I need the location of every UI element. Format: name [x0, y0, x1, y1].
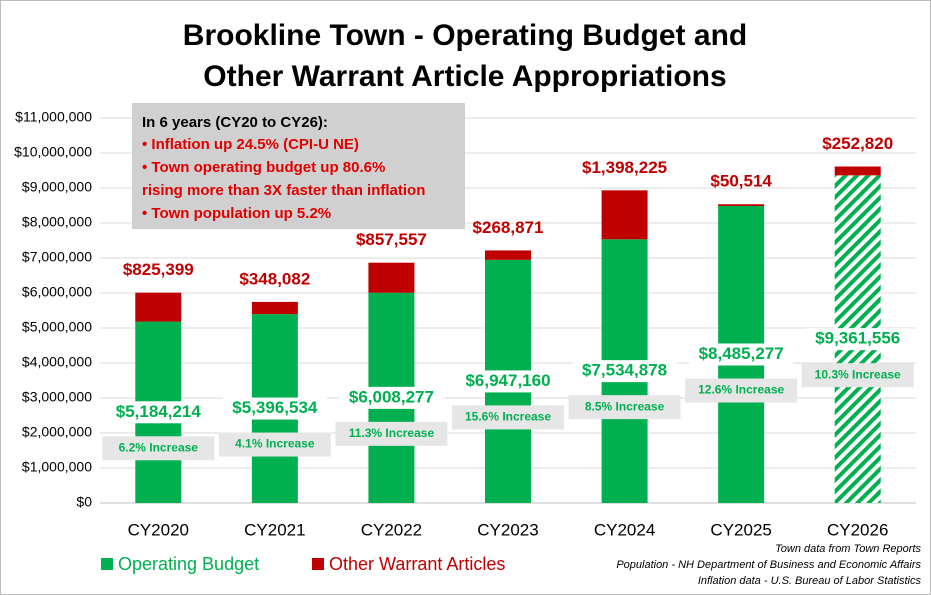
value-label: $825,399	[123, 260, 194, 279]
y-tick-label: $6,000,000	[22, 284, 92, 300]
legend-label: Other Warrant Articles	[329, 554, 505, 574]
value-label: $50,514	[710, 172, 772, 191]
legend-swatch	[312, 558, 324, 570]
increase-label: 15.6% Increase	[465, 410, 551, 424]
increase-bg	[568, 395, 681, 420]
x-tick-label: CY2023	[477, 520, 538, 539]
annotation-box	[132, 103, 465, 229]
source-note: Town data from Town Reports	[775, 543, 921, 555]
y-tick-label: $7,000,000	[22, 249, 92, 265]
increase-bg	[801, 363, 914, 388]
annotation-heading: In 6 years (CY20 to CY26):	[142, 114, 328, 131]
x-tick-label: CY2020	[128, 520, 189, 539]
source-note: Population - NH Department of Business a…	[616, 559, 921, 571]
label-bg	[456, 370, 560, 393]
increase-label: 4.1% Increase	[235, 437, 315, 451]
label-bg	[339, 386, 444, 409]
bar-segment	[135, 292, 182, 322]
x-tick-label: CY2024	[594, 520, 655, 539]
bar-segment	[718, 204, 765, 207]
x-tick-label: CY2021	[244, 520, 305, 539]
chart-title: Other Warrant Article Appropriations	[203, 60, 726, 93]
y-tick-label: $11,000,000	[15, 109, 92, 125]
bar-segment	[601, 190, 648, 240]
value-label: $857,557	[356, 230, 427, 249]
value-label: $6,008,277	[349, 387, 434, 406]
annotation-line: • Town operating budget up 80.6%	[142, 159, 385, 176]
x-tick-label: CY2022	[361, 520, 422, 539]
x-tick-label: CY2025	[710, 520, 771, 539]
label-bg	[106, 401, 211, 424]
value-label: $268,871	[473, 218, 544, 237]
value-label: $5,184,214	[116, 402, 202, 421]
y-tick-label: $5,000,000	[22, 319, 92, 335]
annotation-line: rising more than 3X faster than inflatio…	[142, 182, 425, 199]
increase-bg	[218, 432, 331, 457]
value-label: $7,534,878	[582, 361, 667, 380]
increase-bg	[102, 436, 215, 461]
bar-segment	[251, 301, 298, 315]
source-note: Inflation data - U.S. Bureau of Labor St…	[698, 575, 922, 587]
y-tick-label: $1,000,000	[22, 459, 92, 475]
y-tick-label: $3,000,000	[22, 389, 92, 405]
y-tick-label: $2,000,000	[22, 424, 92, 440]
value-label: $8,485,277	[699, 344, 784, 363]
increase-bg	[452, 405, 564, 430]
chart-title: Brookline Town - Operating Budget and	[183, 19, 747, 52]
y-tick-label: $8,000,000	[22, 214, 92, 230]
label-bg	[222, 397, 327, 420]
value-label: $252,820	[822, 134, 893, 153]
annotation-line: • Town population up 5.2%	[142, 205, 331, 222]
y-tick-label: $4,000,000	[22, 354, 92, 370]
increase-bg	[335, 421, 448, 446]
increase-label: 12.6% Increase	[698, 383, 784, 397]
y-tick-label: $0	[76, 494, 92, 510]
y-tick-label: $9,000,000	[22, 179, 92, 195]
value-label: $5,396,534	[232, 398, 318, 417]
value-label: $9,361,556	[815, 329, 900, 348]
value-label: $348,082	[239, 269, 310, 288]
legend-swatch	[101, 558, 113, 570]
increase-label: 11.3% Increase	[349, 426, 435, 440]
increase-label: 8.5% Increase	[585, 399, 665, 413]
legend-label: Operating Budget	[118, 554, 259, 574]
y-tick-label: $10,000,000	[14, 144, 92, 160]
increase-label: 6.2% Increase	[119, 440, 199, 454]
bar-segment	[834, 166, 881, 176]
annotation-line: • Inflation up 24.5% (CPI-U NE)	[142, 136, 359, 153]
label-bg	[689, 343, 794, 366]
bar-segment	[368, 262, 415, 293]
label-bg	[572, 360, 677, 383]
bar-segment	[485, 250, 531, 260]
value-label: $6,947,160	[465, 371, 550, 390]
label-bg	[805, 328, 910, 351]
increase-bg	[685, 378, 798, 403]
x-tick-label: CY2026	[827, 520, 888, 539]
value-label: $1,398,225	[582, 158, 667, 177]
increase-label: 10.3% Increase	[815, 367, 901, 381]
